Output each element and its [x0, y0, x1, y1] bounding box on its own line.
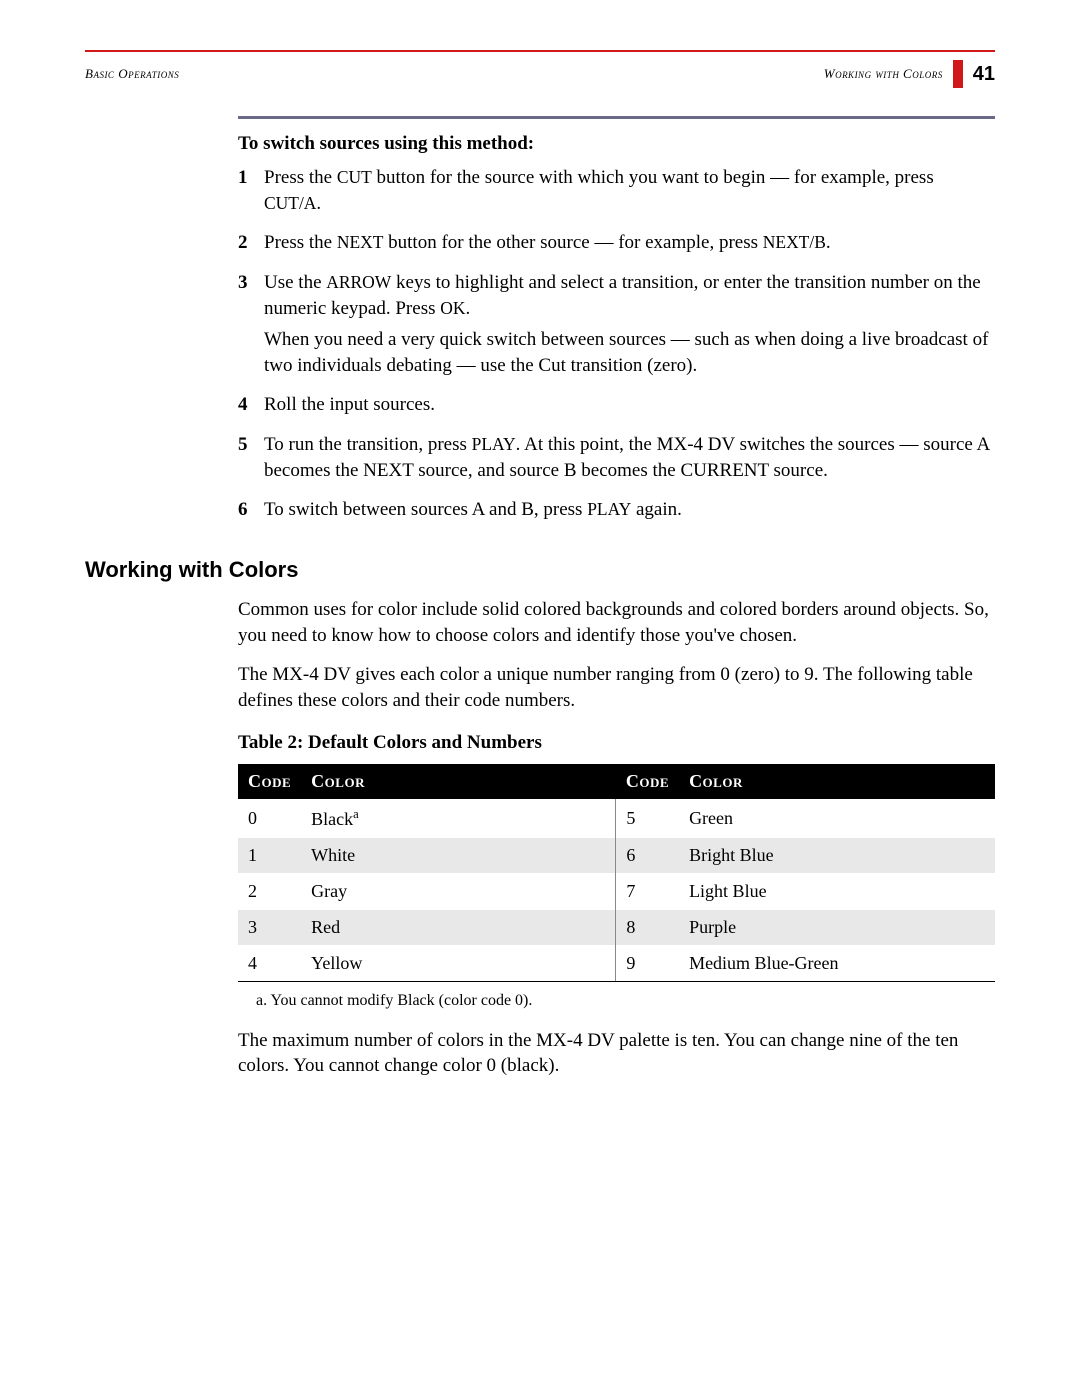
code-cell: 2: [238, 873, 301, 909]
table-header-cell: Code: [238, 764, 301, 800]
step-item: 3Use the ARROW keys to highlight and sel…: [238, 270, 995, 385]
code-cell: 3: [238, 909, 301, 945]
body-paragraph: Common uses for color include solid colo…: [238, 597, 995, 648]
step-body: Press the CUT button for the source with…: [264, 165, 995, 222]
step-body: Use the ARROW keys to highlight and sele…: [264, 270, 995, 385]
color-cell: Green: [679, 799, 995, 837]
code-cell: 7: [616, 873, 679, 909]
table-footnote: a. You cannot modify Black (color code 0…: [256, 992, 995, 1010]
header-accent-bar: [953, 60, 963, 88]
top-accent-rule: [85, 50, 995, 52]
code-cell: 1: [238, 837, 301, 873]
instructions-block: To switch sources using this method: 1Pr…: [238, 116, 995, 529]
header-left: Basic Operations: [85, 66, 179, 82]
step-paragraph: Press the CUT button for the source with…: [264, 165, 995, 216]
instructions-title: To switch sources using this method:: [238, 133, 995, 155]
step-paragraph: To run the transition, press PLAY. At th…: [264, 432, 995, 483]
step-number: 1: [238, 165, 264, 222]
body-paragraph: The MX-4 DV gives each color a unique nu…: [238, 662, 995, 713]
color-cell: White: [301, 837, 616, 873]
step-paragraph: Use the ARROW keys to highlight and sele…: [264, 270, 995, 321]
color-cell: Medium Blue-Green: [679, 945, 995, 981]
step-item: 6To switch between sources A and B, pres…: [238, 497, 995, 529]
table-header: CodeColorCodeColor: [238, 764, 995, 800]
table-caption: Table 2: Default Colors and Numbers: [238, 732, 995, 754]
section-divider-rule: [238, 116, 995, 119]
step-item: 5To run the transition, press PLAY. At t…: [238, 432, 995, 489]
step-body: Press the NEXT button for the other sour…: [264, 230, 995, 262]
color-cell: Blacka: [301, 799, 616, 837]
step-number: 6: [238, 497, 264, 529]
step-body: To switch between sources A and B, press…: [264, 497, 995, 529]
code-cell: 9: [616, 945, 679, 981]
page: Basic Operations Working with Colors 41 …: [0, 0, 1080, 1143]
step-paragraph: Press the NEXT button for the other sour…: [264, 230, 995, 256]
running-header: Basic Operations Working with Colors 41: [85, 60, 995, 88]
color-cell: Purple: [679, 909, 995, 945]
table-row: 2Gray7Light Blue: [238, 873, 995, 909]
step-item: 1Press the CUT button for the source wit…: [238, 165, 995, 222]
step-paragraph: To switch between sources A and B, press…: [264, 497, 995, 523]
table-row: 1White6Bright Blue: [238, 837, 995, 873]
table-body: 0Blacka5Green1White6Bright Blue2Gray7Lig…: [238, 799, 995, 981]
step-item: 2Press the NEXT button for the other sou…: [238, 230, 995, 262]
step-list: 1Press the CUT button for the source wit…: [238, 165, 995, 529]
page-number: 41: [973, 63, 995, 86]
table-header-cell: Color: [679, 764, 995, 800]
step-body: Roll the input sources.: [264, 392, 995, 424]
table-row: 3Red8Purple: [238, 909, 995, 945]
code-cell: 0: [238, 799, 301, 837]
section-heading: Working with Colors: [85, 557, 995, 583]
step-paragraph: When you need a very quick switch betwee…: [264, 327, 995, 378]
step-body: To run the transition, press PLAY. At th…: [264, 432, 995, 489]
color-cell: Light Blue: [679, 873, 995, 909]
table-header-cell: Code: [616, 764, 679, 800]
header-right-text: Working with Colors: [824, 66, 943, 82]
color-cell: Yellow: [301, 945, 616, 981]
header-right: Working with Colors 41: [824, 60, 995, 88]
color-cell: Gray: [301, 873, 616, 909]
table-header-cell: Color: [301, 764, 616, 800]
table-row: 4Yellow9Medium Blue-Green: [238, 945, 995, 981]
step-number: 2: [238, 230, 264, 262]
step-number: 4: [238, 392, 264, 424]
color-cell: Red: [301, 909, 616, 945]
code-cell: 6: [616, 837, 679, 873]
closing-paragraph: The maximum number of colors in the MX-4…: [238, 1028, 995, 1079]
code-cell: 4: [238, 945, 301, 981]
table-row: 0Blacka5Green: [238, 799, 995, 837]
step-paragraph: Roll the input sources.: [264, 392, 995, 418]
step-item: 4Roll the input sources.: [238, 392, 995, 424]
section-body: Common uses for color include solid colo…: [238, 597, 995, 1079]
color-cell: Bright Blue: [679, 837, 995, 873]
step-number: 5: [238, 432, 264, 489]
step-number: 3: [238, 270, 264, 385]
code-cell: 5: [616, 799, 679, 837]
code-cell: 8: [616, 909, 679, 945]
colors-table: CodeColorCodeColor 0Blacka5Green1White6B…: [238, 764, 995, 982]
